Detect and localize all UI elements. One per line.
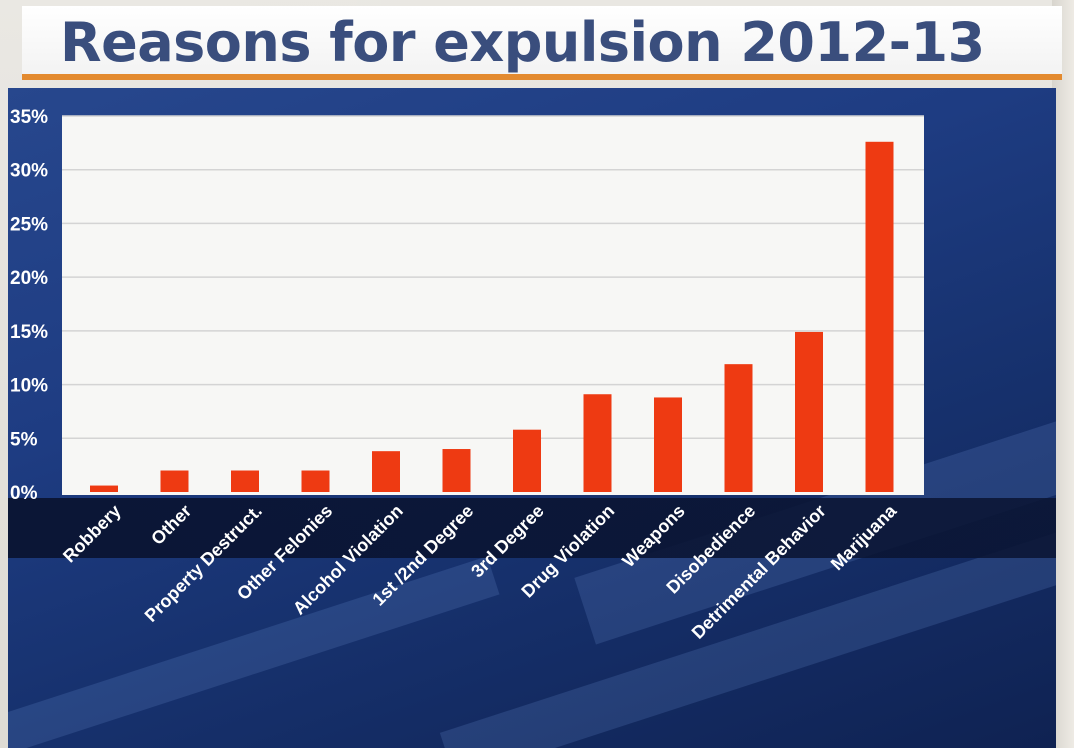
bar-robbery — [90, 485, 118, 492]
bar-property-destruct — [231, 470, 259, 492]
y-tick-label: 15% — [10, 322, 48, 343]
dark-band — [8, 498, 1056, 558]
y-tick-label: 25% — [10, 214, 48, 235]
y-tick-label: 10% — [10, 376, 48, 397]
bar-other-felonies — [301, 470, 330, 492]
y-tick-label: 35% — [10, 107, 48, 128]
bar-3rd-degree — [513, 429, 541, 492]
chart-title: Reasons for expulsion 2012-13 — [60, 11, 985, 74]
y-tick-label: 30% — [10, 161, 48, 182]
bar-disobedience — [724, 364, 753, 492]
bar-detrimental-behavior — [795, 331, 823, 492]
x-category-label: Robbery — [59, 501, 125, 567]
x-category-label: Other — [147, 501, 195, 549]
x-category-label: Weapons — [618, 501, 688, 571]
title-bar: Reasons for expulsion 2012-13 — [22, 6, 1062, 80]
y-tick-label: 0% — [10, 483, 38, 504]
bar-alcohol-violation — [372, 451, 400, 492]
background-strip — [1052, 0, 1074, 748]
bars — [90, 141, 894, 493]
x-category-label: Marijuana — [827, 500, 901, 574]
gridlines — [62, 115, 924, 440]
bar-other — [160, 470, 189, 492]
plot-area — [62, 116, 924, 495]
bar-weapons — [654, 397, 682, 492]
bar-1st-2nd-degree — [442, 449, 471, 492]
bar-marijuana — [865, 141, 894, 493]
y-tick-label: 20% — [10, 268, 48, 289]
x-category-label: Property Destruct. — [141, 501, 266, 626]
bar-drug-violation — [583, 394, 612, 492]
y-tick-label: 5% — [10, 429, 38, 450]
x-category-label: Detrimental Behavior — [688, 501, 830, 643]
y-axis-ticks: 0% 5% 10% 15% 20% 25% 30% 35% — [10, 107, 48, 504]
